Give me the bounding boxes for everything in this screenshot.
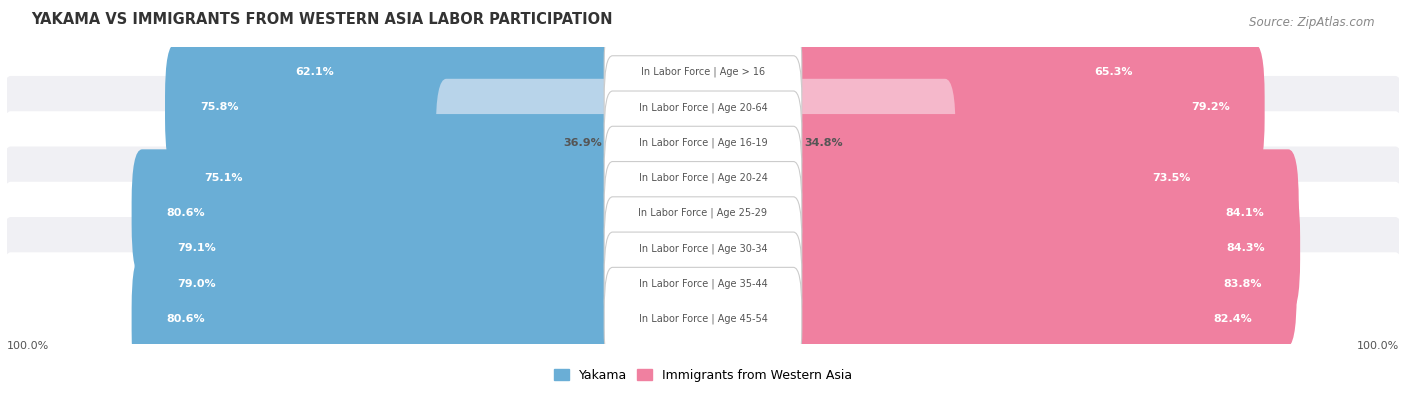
FancyBboxPatch shape	[605, 232, 801, 335]
FancyBboxPatch shape	[142, 184, 623, 312]
FancyBboxPatch shape	[0, 252, 1406, 386]
FancyBboxPatch shape	[143, 220, 623, 348]
Text: 79.0%: 79.0%	[177, 279, 217, 289]
Text: 84.1%: 84.1%	[1225, 208, 1264, 218]
FancyBboxPatch shape	[0, 111, 1406, 245]
Text: 100.0%: 100.0%	[7, 341, 49, 351]
Text: In Labor Force | Age 45-54: In Labor Force | Age 45-54	[638, 314, 768, 324]
Text: 84.3%: 84.3%	[1226, 243, 1265, 254]
FancyBboxPatch shape	[783, 184, 1301, 312]
FancyBboxPatch shape	[605, 21, 801, 124]
FancyBboxPatch shape	[783, 149, 1299, 277]
FancyBboxPatch shape	[0, 41, 1406, 174]
Text: In Labor Force | Age 25-29: In Labor Force | Age 25-29	[638, 208, 768, 218]
Text: In Labor Force | Age 35-44: In Labor Force | Age 35-44	[638, 278, 768, 289]
FancyBboxPatch shape	[783, 79, 956, 207]
Text: In Labor Force | Age 20-24: In Labor Force | Age 20-24	[638, 173, 768, 183]
FancyBboxPatch shape	[0, 76, 1406, 209]
FancyBboxPatch shape	[605, 126, 801, 229]
FancyBboxPatch shape	[605, 267, 801, 371]
Text: 82.4%: 82.4%	[1213, 314, 1253, 324]
FancyBboxPatch shape	[605, 56, 801, 159]
FancyBboxPatch shape	[0, 217, 1406, 350]
FancyBboxPatch shape	[132, 255, 623, 383]
Text: In Labor Force | Age > 16: In Labor Force | Age > 16	[641, 67, 765, 77]
Text: 100.0%: 100.0%	[1357, 341, 1399, 351]
FancyBboxPatch shape	[0, 182, 1406, 315]
Text: Source: ZipAtlas.com: Source: ZipAtlas.com	[1250, 16, 1375, 29]
FancyBboxPatch shape	[783, 114, 1225, 242]
FancyBboxPatch shape	[605, 162, 801, 265]
FancyBboxPatch shape	[260, 8, 623, 136]
FancyBboxPatch shape	[605, 197, 801, 300]
FancyBboxPatch shape	[0, 147, 1406, 280]
Text: 79.1%: 79.1%	[177, 243, 215, 254]
Text: 36.9%: 36.9%	[564, 137, 602, 148]
Legend: Yakama, Immigrants from Western Asia: Yakama, Immigrants from Western Asia	[554, 369, 852, 382]
FancyBboxPatch shape	[605, 91, 801, 194]
FancyBboxPatch shape	[783, 8, 1168, 136]
Text: In Labor Force | Age 30-34: In Labor Force | Age 30-34	[638, 243, 768, 254]
FancyBboxPatch shape	[165, 43, 623, 171]
Text: 34.8%: 34.8%	[804, 137, 842, 148]
FancyBboxPatch shape	[436, 79, 623, 207]
FancyBboxPatch shape	[783, 220, 1296, 348]
Text: 73.5%: 73.5%	[1152, 173, 1191, 183]
Text: YAKAMA VS IMMIGRANTS FROM WESTERN ASIA LABOR PARTICIPATION: YAKAMA VS IMMIGRANTS FROM WESTERN ASIA L…	[31, 12, 613, 27]
Text: 62.1%: 62.1%	[295, 67, 333, 77]
FancyBboxPatch shape	[0, 6, 1406, 139]
Text: In Labor Force | Age 16-19: In Labor Force | Age 16-19	[638, 137, 768, 148]
FancyBboxPatch shape	[783, 43, 1264, 171]
Text: 75.8%: 75.8%	[200, 102, 238, 112]
Text: 79.2%: 79.2%	[1191, 102, 1230, 112]
FancyBboxPatch shape	[783, 255, 1286, 383]
FancyBboxPatch shape	[132, 149, 623, 277]
Text: 80.6%: 80.6%	[166, 314, 205, 324]
Text: 80.6%: 80.6%	[166, 208, 205, 218]
Text: 75.1%: 75.1%	[205, 173, 243, 183]
FancyBboxPatch shape	[170, 114, 623, 242]
Text: 65.3%: 65.3%	[1095, 67, 1133, 77]
Text: In Labor Force | Age 20-64: In Labor Force | Age 20-64	[638, 102, 768, 113]
Text: 83.8%: 83.8%	[1223, 279, 1261, 289]
